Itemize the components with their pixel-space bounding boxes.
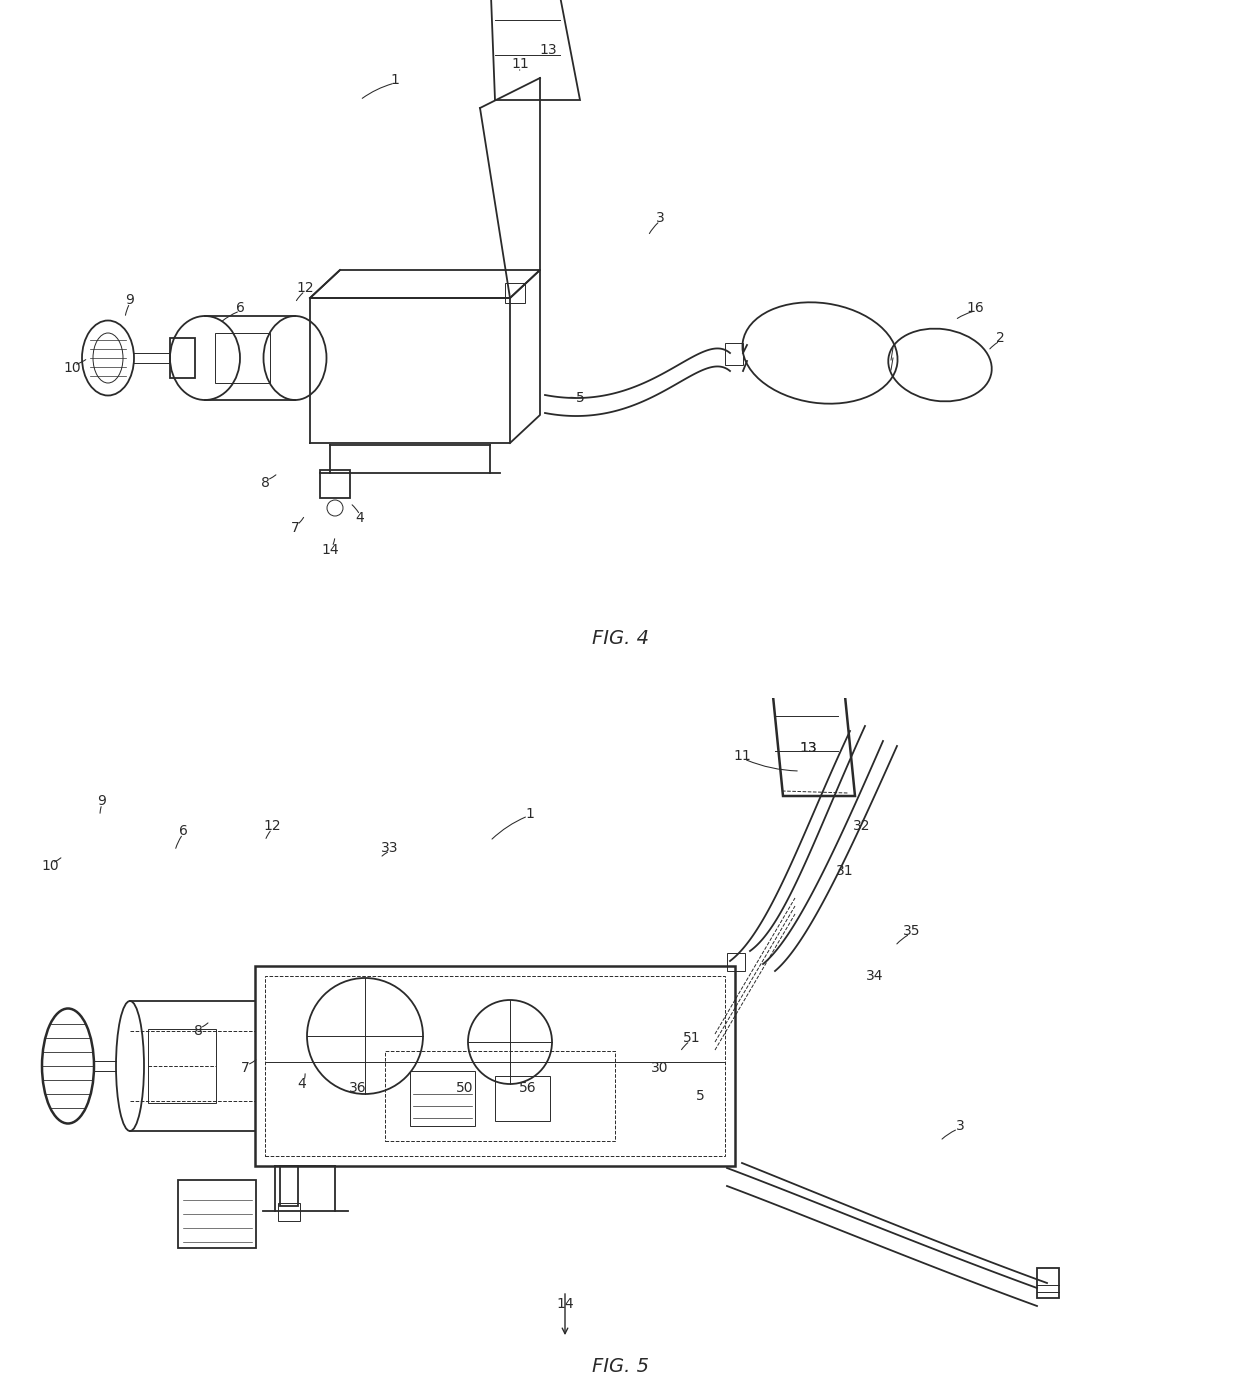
- Bar: [170, 338, 195, 378]
- Text: 8: 8: [260, 476, 269, 490]
- Text: 6: 6: [236, 302, 244, 315]
- Bar: [320, 470, 350, 498]
- Text: 11: 11: [511, 57, 529, 71]
- Bar: [265, 976, 725, 1156]
- Text: 50: 50: [456, 1081, 474, 1094]
- Text: 5: 5: [696, 1089, 704, 1103]
- Text: 3: 3: [656, 211, 665, 225]
- Text: FIG. 5: FIG. 5: [591, 1357, 649, 1375]
- Text: 1: 1: [526, 807, 534, 821]
- Bar: [505, 283, 525, 303]
- Text: 12: 12: [296, 281, 314, 295]
- Bar: [495, 1076, 551, 1121]
- Text: 2: 2: [996, 331, 1004, 345]
- Text: 8: 8: [193, 1025, 202, 1039]
- Text: 9: 9: [125, 293, 134, 307]
- Text: 33: 33: [381, 840, 399, 854]
- Bar: [278, 1203, 300, 1222]
- Text: 14: 14: [321, 543, 339, 557]
- Bar: [1037, 1268, 1059, 1298]
- Text: 6: 6: [179, 824, 187, 838]
- Text: 11: 11: [733, 750, 751, 764]
- Bar: [255, 966, 735, 1166]
- Bar: [410, 1071, 475, 1127]
- Text: 34: 34: [867, 969, 884, 983]
- Text: 7: 7: [241, 1061, 249, 1075]
- Text: 4: 4: [356, 511, 365, 525]
- Text: FIG. 4: FIG. 4: [591, 628, 649, 648]
- Bar: [280, 1166, 298, 1206]
- Text: 5: 5: [575, 391, 584, 405]
- Text: 36: 36: [350, 1081, 367, 1094]
- Text: 30: 30: [651, 1061, 668, 1075]
- Bar: [384, 1051, 615, 1141]
- Text: 51: 51: [683, 1032, 701, 1046]
- Text: 3: 3: [956, 1120, 965, 1134]
- Text: 14: 14: [557, 1297, 574, 1311]
- Text: 35: 35: [903, 924, 921, 938]
- Text: 7: 7: [290, 521, 299, 535]
- Text: 1: 1: [391, 73, 399, 87]
- Text: 31: 31: [836, 864, 854, 878]
- Text: 16: 16: [966, 302, 983, 315]
- Bar: [727, 953, 745, 972]
- Text: 13: 13: [800, 741, 817, 755]
- Text: 13: 13: [539, 43, 557, 57]
- Bar: [148, 1029, 216, 1103]
- Bar: [215, 334, 270, 383]
- Text: 32: 32: [853, 819, 870, 833]
- Bar: [179, 1180, 255, 1248]
- Text: 10: 10: [41, 859, 58, 872]
- Text: 12: 12: [263, 819, 280, 833]
- Text: 13: 13: [800, 741, 817, 755]
- Text: 56: 56: [520, 1081, 537, 1094]
- Text: 9: 9: [98, 794, 107, 808]
- Bar: [725, 343, 743, 364]
- Text: 4: 4: [298, 1076, 306, 1092]
- Text: 10: 10: [63, 362, 81, 376]
